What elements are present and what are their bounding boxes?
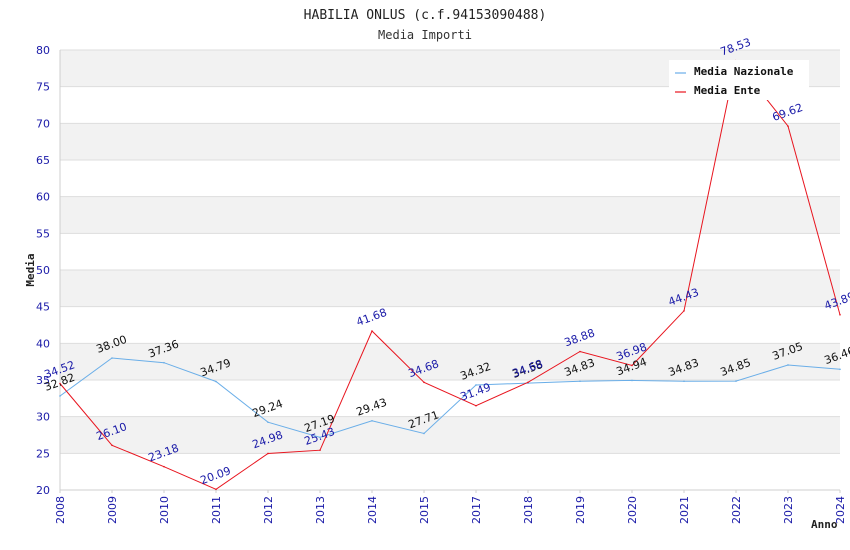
data-point xyxy=(319,436,321,439)
x-tick-labels: 2008 2009 2010 2011 2012 2013 2014 2015 2017 2018… xyxy=(54,496,847,524)
y-tick-label: 55 xyxy=(36,227,50,240)
y-tick-label: 40 xyxy=(36,337,50,350)
data-point xyxy=(423,432,425,435)
x-tick-label: 2011 xyxy=(210,496,223,524)
data-point xyxy=(319,449,321,451)
x-tick-label: 2015 xyxy=(418,496,431,524)
y-tick-labels: 20 25 30 35 40 45 50 55 60 65 70 75 80 xyxy=(36,44,50,497)
y-tick-label: 65 xyxy=(36,154,50,167)
data-point xyxy=(735,380,737,382)
x-tick-label: 2009 xyxy=(106,496,119,524)
plot-band xyxy=(60,416,840,454)
x-tick-label: 2008 xyxy=(54,496,67,524)
chart-subtitle: Media Importi xyxy=(378,28,472,42)
data-label: 41.68 xyxy=(355,306,389,329)
data-point xyxy=(267,421,269,424)
y-axis-label: Media xyxy=(24,253,37,286)
data-point xyxy=(683,380,685,383)
data-point xyxy=(475,384,477,386)
data-point xyxy=(111,357,113,359)
data-point xyxy=(163,465,165,468)
legend-label-media-nazionale: Media Nazionale xyxy=(694,65,794,78)
data-point xyxy=(527,381,529,384)
y-tick-label: 80 xyxy=(36,44,50,57)
series-line-media-nazionale xyxy=(59,357,841,438)
data-point xyxy=(163,361,165,364)
x-tick-label: 2020 xyxy=(626,496,639,524)
x-tick-label: 2014 xyxy=(366,496,379,524)
data-point xyxy=(215,488,217,491)
data-point xyxy=(371,330,373,332)
y-tick-label: 20 xyxy=(36,484,50,497)
data-point xyxy=(579,350,581,353)
y-tick-label: 25 xyxy=(36,447,50,460)
y-tick-label: 70 xyxy=(36,117,50,130)
x-tick-label: 2023 xyxy=(782,496,795,524)
data-point xyxy=(267,452,269,455)
data-label: 69.62 xyxy=(771,101,805,124)
gridlines xyxy=(60,49,840,491)
data-point xyxy=(579,380,581,383)
data-point xyxy=(59,382,61,385)
x-tick-label: 2022 xyxy=(730,496,743,524)
data-point xyxy=(631,364,633,367)
plot-band xyxy=(60,270,840,307)
series-line-media-ente xyxy=(59,59,841,490)
x-tick-label: 2024 xyxy=(834,496,847,524)
legend-label-media-ente: Media Ente xyxy=(694,84,761,97)
data-point xyxy=(787,125,789,127)
data-point xyxy=(839,368,841,371)
data-point xyxy=(787,364,789,366)
legend: Media Nazionale Media Ente xyxy=(669,60,809,100)
x-tick-label: 2012 xyxy=(262,496,275,524)
plot-band xyxy=(60,343,840,380)
x-tick-label: 2010 xyxy=(158,496,171,524)
legend-box xyxy=(669,60,809,100)
x-tick-label: 2018 xyxy=(522,496,535,524)
plot-band xyxy=(60,196,840,234)
plot-bands xyxy=(60,50,840,454)
y-tick-label: 30 xyxy=(36,411,50,424)
data-point xyxy=(215,380,217,383)
x-tick-label: 2013 xyxy=(314,496,327,524)
y-tick-label: 60 xyxy=(36,191,50,204)
data-label: 29.43 xyxy=(355,396,389,419)
y-tick-label: 45 xyxy=(36,301,50,314)
data-point xyxy=(631,379,633,382)
y-tick-label: 35 xyxy=(36,374,50,387)
chart-title: HABILIA ONLUS (c.f.94153090488) xyxy=(304,8,547,23)
plot-band xyxy=(60,123,840,160)
data-label: 20.09 xyxy=(199,464,233,487)
x-tick-label: 2017 xyxy=(470,496,483,524)
data-point xyxy=(839,314,841,316)
y-tick-label: 50 xyxy=(36,264,50,277)
x-tick-label: 2019 xyxy=(574,496,587,524)
data-point xyxy=(683,310,685,312)
x-axis-label: Anno xyxy=(811,518,838,531)
data-point xyxy=(59,395,61,397)
data-point xyxy=(371,420,373,422)
y-tick-label: 75 xyxy=(36,81,50,94)
data-point xyxy=(111,444,113,447)
x-tick-label: 2021 xyxy=(678,496,691,524)
series-lines xyxy=(59,59,841,491)
data-point xyxy=(475,404,477,407)
axes xyxy=(59,50,841,493)
data-point xyxy=(423,381,425,384)
